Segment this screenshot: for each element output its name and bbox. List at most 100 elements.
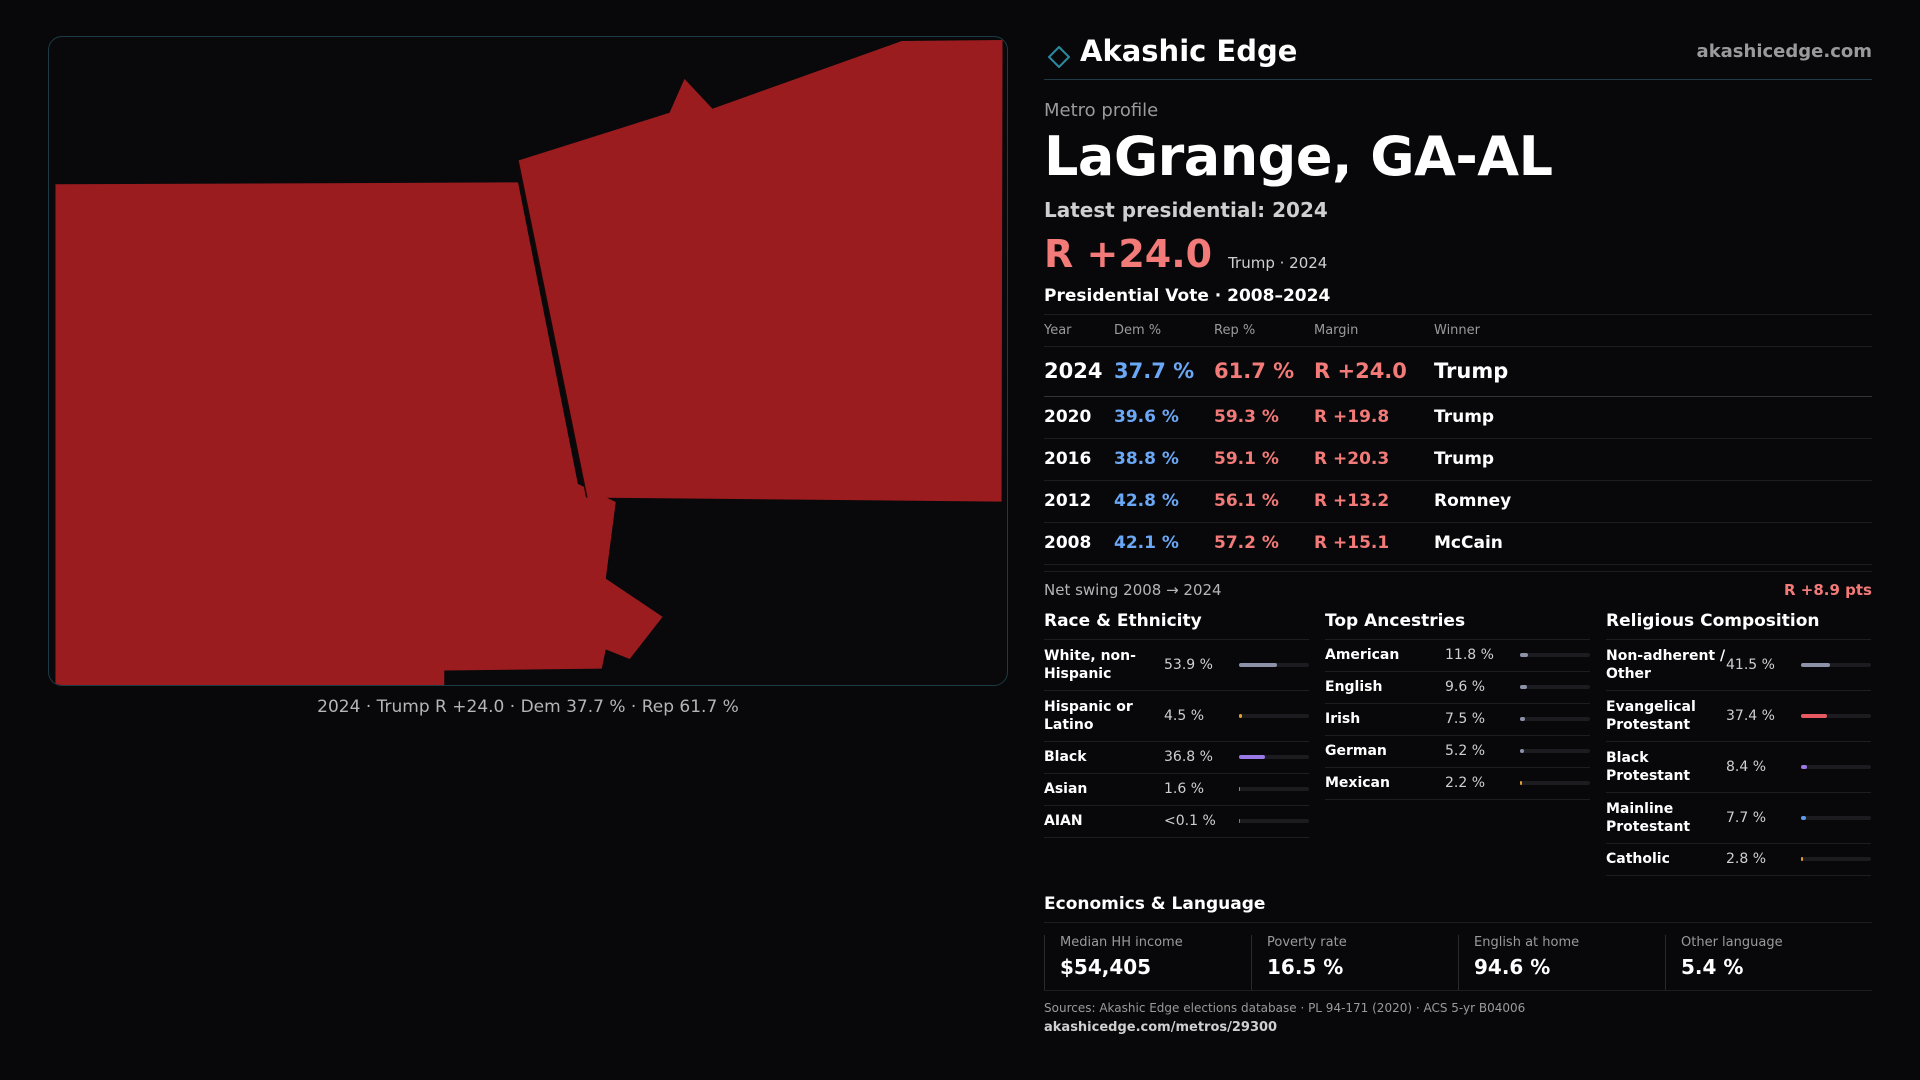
- stat-bar: [1520, 781, 1590, 785]
- stat-label: Non-adherent / Other: [1606, 647, 1726, 682]
- stat-value: 2.8 %: [1726, 851, 1767, 867]
- stat-label: German: [1325, 743, 1387, 759]
- cell-winner: Trump: [1434, 438, 1872, 481]
- stat-value: 36.8 %: [1164, 749, 1213, 765]
- cell-margin: R +13.2: [1314, 480, 1434, 523]
- stat-bar: [1239, 713, 1309, 718]
- stat-bar: [1801, 857, 1871, 861]
- permalink-link[interactable]: akashicedge.com/metros/29300: [1044, 1019, 1278, 1035]
- econ-value: 5.4 %: [1681, 954, 1744, 979]
- stat-label: Hispanic or Latino: [1044, 698, 1133, 733]
- econ-value: $54,405: [1060, 954, 1152, 979]
- stat-bar: [1801, 764, 1871, 769]
- county-shape-west[interactable]: [55, 182, 663, 685]
- headline-winner: Trump · 2024: [1228, 254, 1328, 272]
- col-header-year: Year: [1044, 315, 1114, 347]
- econ-cell-income: Median HH income $54,405: [1044, 934, 1251, 990]
- religion-section: Religious Composition Non-adherent / Oth…: [1606, 611, 1871, 876]
- brand-header: Akashic Edge akashicedge.com: [1044, 30, 1872, 80]
- table-row: 2024 37.7 % 61.7 % R +24.0 Trump: [1044, 346, 1872, 397]
- cell-winner: Trump: [1434, 346, 1872, 397]
- stat-bar: [1239, 662, 1309, 667]
- list-item: White, non-Hispanic 53.9 %: [1044, 640, 1309, 691]
- brand-name: Akashic Edge: [1080, 34, 1298, 68]
- stat-bar-fill: [1801, 662, 1831, 667]
- latest-presidential-label: Latest presidential: 2024: [1044, 198, 1328, 222]
- stat-label: Evangelical Protestant: [1606, 698, 1696, 733]
- cell-dem: 38.8 %: [1114, 438, 1214, 481]
- stat-label: White, non-Hispanic: [1044, 647, 1136, 682]
- list-item: Black Protestant 8.4 %: [1606, 742, 1871, 793]
- cell-rep: 59.3 %: [1214, 396, 1314, 439]
- cell-dem: 39.6 %: [1114, 396, 1214, 439]
- list-item: Black 36.8 %: [1044, 742, 1309, 774]
- cell-year: 2024: [1044, 346, 1114, 397]
- economics-stats: Median HH income $54,405 Poverty rate 16…: [1044, 934, 1872, 991]
- stat-value: 8.4 %: [1726, 758, 1767, 775]
- cell-dem: 37.7 %: [1114, 346, 1214, 397]
- stat-value: 11.8 %: [1445, 647, 1494, 663]
- stat-value: 53.9 %: [1164, 656, 1213, 673]
- econ-cell-poverty: Poverty rate 16.5 %: [1251, 934, 1458, 990]
- cell-winner: Romney: [1434, 480, 1872, 523]
- list-item: Non-adherent / Other 41.5 %: [1606, 640, 1871, 691]
- cell-margin: R +15.1: [1314, 522, 1434, 565]
- stat-label: English: [1325, 679, 1383, 695]
- stat-bar-fill: [1801, 764, 1807, 769]
- stat-label: Asian: [1044, 781, 1088, 797]
- race-section-title: Race & Ethnicity: [1044, 611, 1309, 640]
- stat-bar: [1801, 713, 1871, 718]
- list-item: Catholic 2.8 %: [1606, 844, 1871, 876]
- stat-label: American: [1325, 647, 1400, 663]
- table-header-row: Year Dem % Rep % Margin Winner: [1044, 315, 1872, 347]
- cell-winner: Trump: [1434, 396, 1872, 439]
- metro-profile-panel: Akashic Edge akashicedge.com Metro profi…: [1044, 30, 1872, 1035]
- stat-value: 2.2 %: [1445, 775, 1486, 791]
- list-item: Evangelical Protestant 37.4 %: [1606, 691, 1871, 742]
- stat-bar-fill: [1239, 787, 1241, 791]
- stat-bar-fill: [1520, 685, 1527, 689]
- list-item: Hispanic or Latino 4.5 %: [1044, 691, 1309, 742]
- cell-year: 2016: [1044, 438, 1114, 481]
- stat-label: Irish: [1325, 711, 1361, 727]
- sources-note: Sources: Akashic Edge elections database…: [1044, 1000, 1526, 1015]
- table-row: 2020 39.6 % 59.3 % R +19.8 Trump: [1044, 396, 1872, 439]
- stat-value: 7.5 %: [1445, 711, 1486, 727]
- presidential-vote-table: Year Dem % Rep % Margin Winner 2024 37.7…: [1044, 315, 1872, 565]
- cell-dem: 42.8 %: [1114, 480, 1214, 523]
- stat-label: Mexican: [1325, 775, 1390, 791]
- econ-label: English at home: [1474, 934, 1580, 950]
- cell-margin: R +19.8: [1314, 396, 1434, 439]
- col-header-margin: Margin: [1314, 315, 1434, 347]
- stat-value: 4.5 %: [1164, 707, 1205, 724]
- cell-year: 2008: [1044, 522, 1114, 565]
- stat-bar-fill: [1801, 713, 1828, 718]
- page-title: LaGrange, GA-AL: [1044, 125, 1553, 188]
- county-map-svg: [55, 39, 1003, 685]
- metro-map[interactable]: [48, 36, 1008, 686]
- stat-bar: [1520, 717, 1590, 721]
- col-header-rep: Rep %: [1214, 315, 1314, 347]
- list-item: Mexican 2.2 %: [1325, 768, 1590, 800]
- stat-bar-fill: [1239, 819, 1240, 823]
- county-shape-east[interactable]: [518, 39, 1003, 502]
- demographics-columns: Race & Ethnicity White, non-Hispanic 53.…: [1044, 611, 1872, 876]
- list-item: German 5.2 %: [1325, 736, 1590, 768]
- stat-bar: [1239, 819, 1309, 823]
- stat-bar-fill: [1239, 713, 1243, 718]
- stat-label: Black: [1044, 749, 1087, 765]
- cell-rep: 59.1 %: [1214, 438, 1314, 481]
- col-header-dem: Dem %: [1114, 315, 1214, 347]
- stat-bar: [1801, 815, 1871, 820]
- list-item: Mainline Protestant 7.7 %: [1606, 793, 1871, 844]
- stat-bar: [1239, 755, 1309, 759]
- cell-year: 2020: [1044, 396, 1114, 439]
- stat-value: 41.5 %: [1726, 656, 1775, 673]
- cell-rep: 56.1 %: [1214, 480, 1314, 523]
- stat-bar-fill: [1520, 749, 1524, 753]
- brand-url-link[interactable]: akashicedge.com: [1696, 41, 1872, 62]
- ancestry-section: Top Ancestries American 11.8 % English 9…: [1325, 611, 1590, 876]
- cell-margin: R +24.0: [1314, 346, 1434, 397]
- economics-section-title: Economics & Language: [1044, 894, 1872, 923]
- list-item: American 11.8 %: [1325, 640, 1590, 672]
